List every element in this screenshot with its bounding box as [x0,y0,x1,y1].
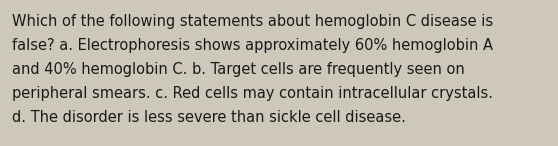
Text: d. The disorder is less severe than sickle cell disease.: d. The disorder is less severe than sick… [12,110,406,125]
Text: peripheral smears. c. Red cells may contain intracellular crystals.: peripheral smears. c. Red cells may cont… [12,86,493,101]
Text: Which of the following statements about hemoglobin C disease is: Which of the following statements about … [12,14,493,29]
Text: false? a. Electrophoresis shows approximately 60% hemoglobin A: false? a. Electrophoresis shows approxim… [12,38,493,53]
Text: and 40% hemoglobin C. b. Target cells are frequently seen on: and 40% hemoglobin C. b. Target cells ar… [12,62,465,77]
